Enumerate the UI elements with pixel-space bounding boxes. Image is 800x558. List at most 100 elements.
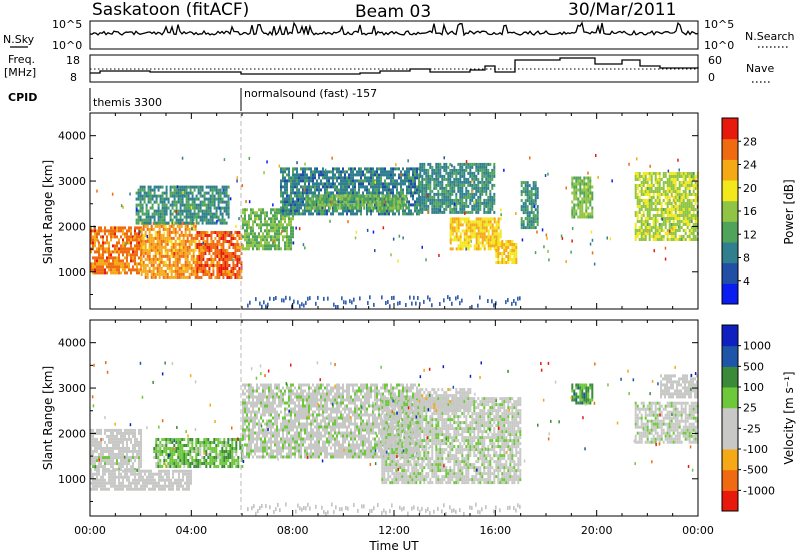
date-title: 30/Mar/2011 — [568, 0, 676, 20]
x-tick-label: 04:00 — [175, 524, 207, 537]
y-tick-label: 2000 — [58, 220, 86, 233]
nsky-frame — [90, 21, 698, 49]
colorbar-tick-label: 16 — [743, 205, 757, 218]
y-tick-label: 4000 — [58, 130, 86, 143]
cpid-label: CPID — [8, 91, 37, 104]
x-tick-label: 12:00 — [378, 524, 410, 537]
colorbar-tick-label: 1000 — [743, 340, 771, 353]
freq-trace — [90, 58, 698, 74]
near-range-echoes — [247, 502, 520, 516]
colorbar-tick-label: 8 — [743, 252, 750, 265]
nsearch-tick-low: 10^0 — [704, 39, 734, 52]
power-ylabel: Slant Range [km] — [41, 160, 55, 264]
freq-label: Freq. — [8, 53, 35, 66]
colorbar-tick-label: -500 — [743, 464, 768, 477]
colorbar-segment — [722, 387, 738, 408]
colorbar-segment — [722, 346, 738, 367]
velocity-data — [90, 361, 699, 516]
velocity-echo-region — [90, 429, 142, 459]
colorbar-tick-label: 20 — [743, 182, 757, 195]
power-echo-region — [571, 177, 593, 219]
y-tick-label: 3000 — [58, 382, 86, 395]
cpid-mode-2: normalsound (fast) -157 — [244, 87, 377, 100]
beam-title: Beam 03 — [355, 2, 431, 22]
y-tick-label: 4000 — [58, 337, 86, 350]
nave-label: Nave — [746, 62, 774, 75]
colorbar-segment — [722, 263, 738, 284]
velocity-ylabel: Slant Range [km] — [41, 366, 55, 470]
colorbar-tick-label: -1000 — [743, 484, 775, 497]
time-axis-label: Time UT — [368, 539, 419, 553]
colorbar-segment — [722, 325, 738, 346]
colorbar-tick-label: 12 — [743, 228, 757, 241]
cpid-strip: CPID themis 3300 normalsound (fast) -157 — [8, 87, 377, 111]
colorbar-tick-label: -100 — [743, 443, 768, 456]
velocity-echo-region — [153, 438, 243, 468]
colorbar-segment — [722, 118, 738, 139]
power-echo-region — [419, 163, 495, 214]
colorbar-segment — [722, 221, 738, 242]
colorbar-segment — [722, 283, 738, 304]
station-title: Saskatoon (fitACF) — [92, 0, 249, 20]
colorbar-tick-label: 500 — [743, 360, 764, 373]
colorbar-segment — [722, 490, 738, 511]
velocity-colorbar-label: Velocity [m s⁻¹] — [782, 371, 796, 464]
power-echo-region — [495, 240, 517, 264]
power-echo-region — [141, 222, 197, 279]
colorbar-segment — [722, 159, 738, 180]
velocity-echo-region — [90, 470, 192, 491]
velocity-echo-region — [660, 374, 698, 398]
freq-strip: Freq. [MHz] 18 8 60 0 Nave — [4, 53, 774, 84]
power-colorbar-label: Power [dB] — [782, 179, 796, 244]
colorbar-tick-label: 4 — [743, 275, 750, 288]
x-tick-label: 00:00 — [682, 524, 714, 537]
power-echo-region — [521, 181, 539, 229]
power-colorbar: 4 8 12 16 20 24 28 — [722, 118, 757, 305]
colorbar-tick-label: -25 — [743, 422, 761, 435]
colorbar-segment — [722, 428, 738, 449]
nsky-tick-high: 10^5 — [52, 18, 82, 31]
colorbar-segment — [722, 449, 738, 470]
colorbar-tick-label: 28 — [743, 135, 757, 148]
nsky-tick-low: 10^0 — [52, 39, 82, 52]
near-range-echoes — [247, 295, 520, 309]
freq-tick-high: 18 — [66, 54, 80, 67]
nave-tick-high: 60 — [708, 54, 722, 67]
y-tick-label: 1000 — [58, 473, 86, 486]
cpid-mode-1: themis 3300 — [93, 96, 162, 109]
power-panel: 1000 2000 3000 4000 Slant Range [km] 4 8 12 16… — [41, 113, 796, 309]
power-echo-region — [635, 172, 699, 241]
freq-unit-label: [MHz] — [4, 66, 36, 79]
colorbar-segment — [722, 242, 738, 263]
nsearch-tick-high: 10^5 — [704, 18, 734, 31]
colorbar-segment — [722, 180, 738, 201]
y-tick-label: 2000 — [58, 427, 86, 440]
nsky-trace — [90, 23, 698, 35]
colorbar-segment — [722, 366, 738, 387]
x-tick-label: 00:00 — [74, 524, 106, 537]
colorbar-segment — [722, 139, 738, 160]
y-tick-label: 3000 — [58, 175, 86, 188]
power-data — [90, 154, 699, 309]
nsearch-label: N.Search — [745, 30, 795, 43]
colorbar-tick-label: 25 — [743, 402, 757, 415]
colorbar-tick-label: 24 — [743, 159, 757, 172]
power-echo-region — [196, 231, 242, 279]
nsky-strip: N.Sky 10^5 10^0 10^5 10^0 N.Search — [3, 18, 795, 52]
velocity-echo-region — [571, 384, 593, 405]
colorbar-segment — [722, 408, 738, 429]
x-tick-label: 16:00 — [479, 524, 511, 537]
colorbar-tick-label: 100 — [743, 381, 764, 394]
x-tick-label: 20:00 — [581, 524, 613, 537]
colorbar-segment — [722, 470, 738, 491]
nsky-label: N.Sky — [3, 33, 35, 46]
power-echo-region — [90, 226, 142, 274]
freq-tick-low: 8 — [70, 71, 77, 84]
power-echo-region — [450, 217, 502, 250]
velocity-colorbar: -1000 -500 -100 -25 25 100 500 1000 — [722, 325, 775, 512]
nave-tick-low: 0 — [708, 71, 715, 84]
y-tick-label: 1000 — [58, 266, 86, 279]
